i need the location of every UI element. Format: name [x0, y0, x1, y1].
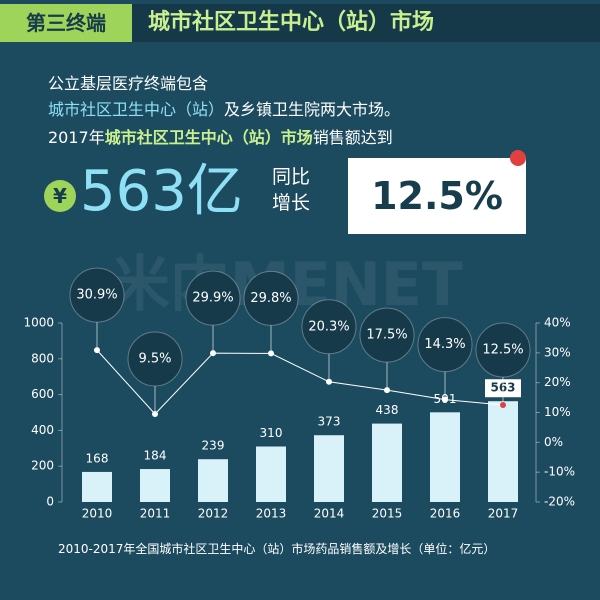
x-tick-label: 2013	[256, 507, 287, 521]
bubble	[69, 267, 125, 323]
point	[384, 387, 390, 394]
growth-label: 17.5%	[366, 328, 407, 343]
point	[442, 396, 448, 403]
bar	[256, 446, 286, 502]
y-tick-label: 0	[46, 495, 54, 509]
x-tick-label: 2016	[430, 507, 461, 521]
point	[94, 347, 100, 354]
intro-line: 2017年城市社区卫生中心（站）市场销售额达到	[48, 124, 393, 148]
x-tick-label: 2012	[198, 507, 229, 521]
growth-label: 12.5%	[482, 343, 523, 358]
bar	[430, 412, 460, 502]
growth-label-1: 同比	[272, 166, 311, 188]
point	[500, 402, 506, 409]
y-tick-label: 800	[31, 351, 54, 365]
x-tick-label: 2017	[488, 507, 519, 521]
intro-bold: 城市社区卫生中心（站）市场	[104, 128, 313, 147]
line	[96, 349, 504, 415]
y2-tick-label: -10%	[544, 465, 575, 479]
intro-line: 公立基层医疗终端包含	[48, 74, 209, 93]
intro-text: 销售额达到	[312, 128, 393, 147]
growth-label: 9.5%	[138, 351, 171, 366]
value-label: 310	[260, 426, 283, 440]
bar	[314, 435, 344, 502]
big-amount: 563亿	[80, 159, 243, 224]
ribbon-icon	[510, 150, 526, 166]
x-tick-label: 2015	[372, 507, 403, 521]
x-tick-label: 2010	[82, 507, 113, 521]
y2-tick-label: 30%	[544, 345, 571, 359]
growth-label: 20.3%	[308, 319, 349, 334]
y2-tick-label: 40%	[544, 316, 571, 330]
chart-caption: 2010-2017年全国城市社区卫生中心（站）市场药品销售额及增长（单位：亿元）	[58, 542, 496, 556]
intro-text: 2017年	[48, 128, 105, 147]
point	[210, 350, 216, 357]
bar	[198, 459, 228, 502]
y2-tick-label: 20%	[544, 375, 571, 389]
value-label: 438	[376, 403, 399, 417]
y2-tick-label: -20%	[544, 495, 575, 509]
value-label: 168	[86, 451, 109, 465]
growth-box: 12.5%	[348, 158, 526, 234]
value-label: 239	[202, 439, 225, 453]
intro-text: 及乡镇卫生院两大市场。	[224, 100, 401, 119]
intro-highlight: 城市社区卫生中心（站）	[48, 100, 225, 119]
y-tick-label: 600	[31, 387, 54, 401]
point	[268, 350, 274, 357]
point	[326, 378, 332, 385]
bubble	[475, 322, 531, 378]
bar	[372, 423, 402, 502]
bubble	[185, 270, 241, 326]
value-label: 184	[144, 449, 167, 463]
currency-icon: ¥	[44, 180, 76, 212]
growth-label: 29.8%	[250, 291, 291, 306]
growth-label: 14.3%	[424, 337, 465, 352]
y-tick-label: 1000	[23, 316, 54, 330]
y-tick-label: 200	[31, 459, 54, 473]
x-tick-label: 2011	[140, 507, 171, 521]
growth-label-2: 增长	[272, 192, 311, 214]
bubble	[243, 270, 299, 326]
bubble	[359, 307, 415, 363]
y-tick-label: 400	[31, 423, 54, 437]
y2-tick-label: 0%	[544, 435, 563, 449]
bar	[82, 471, 112, 502]
bubble	[127, 331, 183, 387]
bubble	[301, 299, 357, 355]
growth-label: 30.9%	[76, 288, 117, 303]
intro-line: 城市社区卫生中心（站）及乡镇卫生院两大市场。	[48, 96, 400, 120]
growth-label: 29.9%	[192, 291, 233, 306]
y2-tick-label: 10%	[544, 405, 571, 419]
growth-label: 同比 增长	[272, 164, 310, 216]
header-tag: 第三终端	[0, 4, 132, 42]
header-title: 城市社区卫生中心（站）市场	[148, 10, 435, 35]
value-label: 373	[318, 415, 341, 429]
point	[152, 410, 158, 417]
bar	[140, 469, 170, 502]
x-tick-label: 2014	[314, 507, 345, 521]
bar	[488, 401, 518, 502]
bubble	[417, 317, 473, 373]
